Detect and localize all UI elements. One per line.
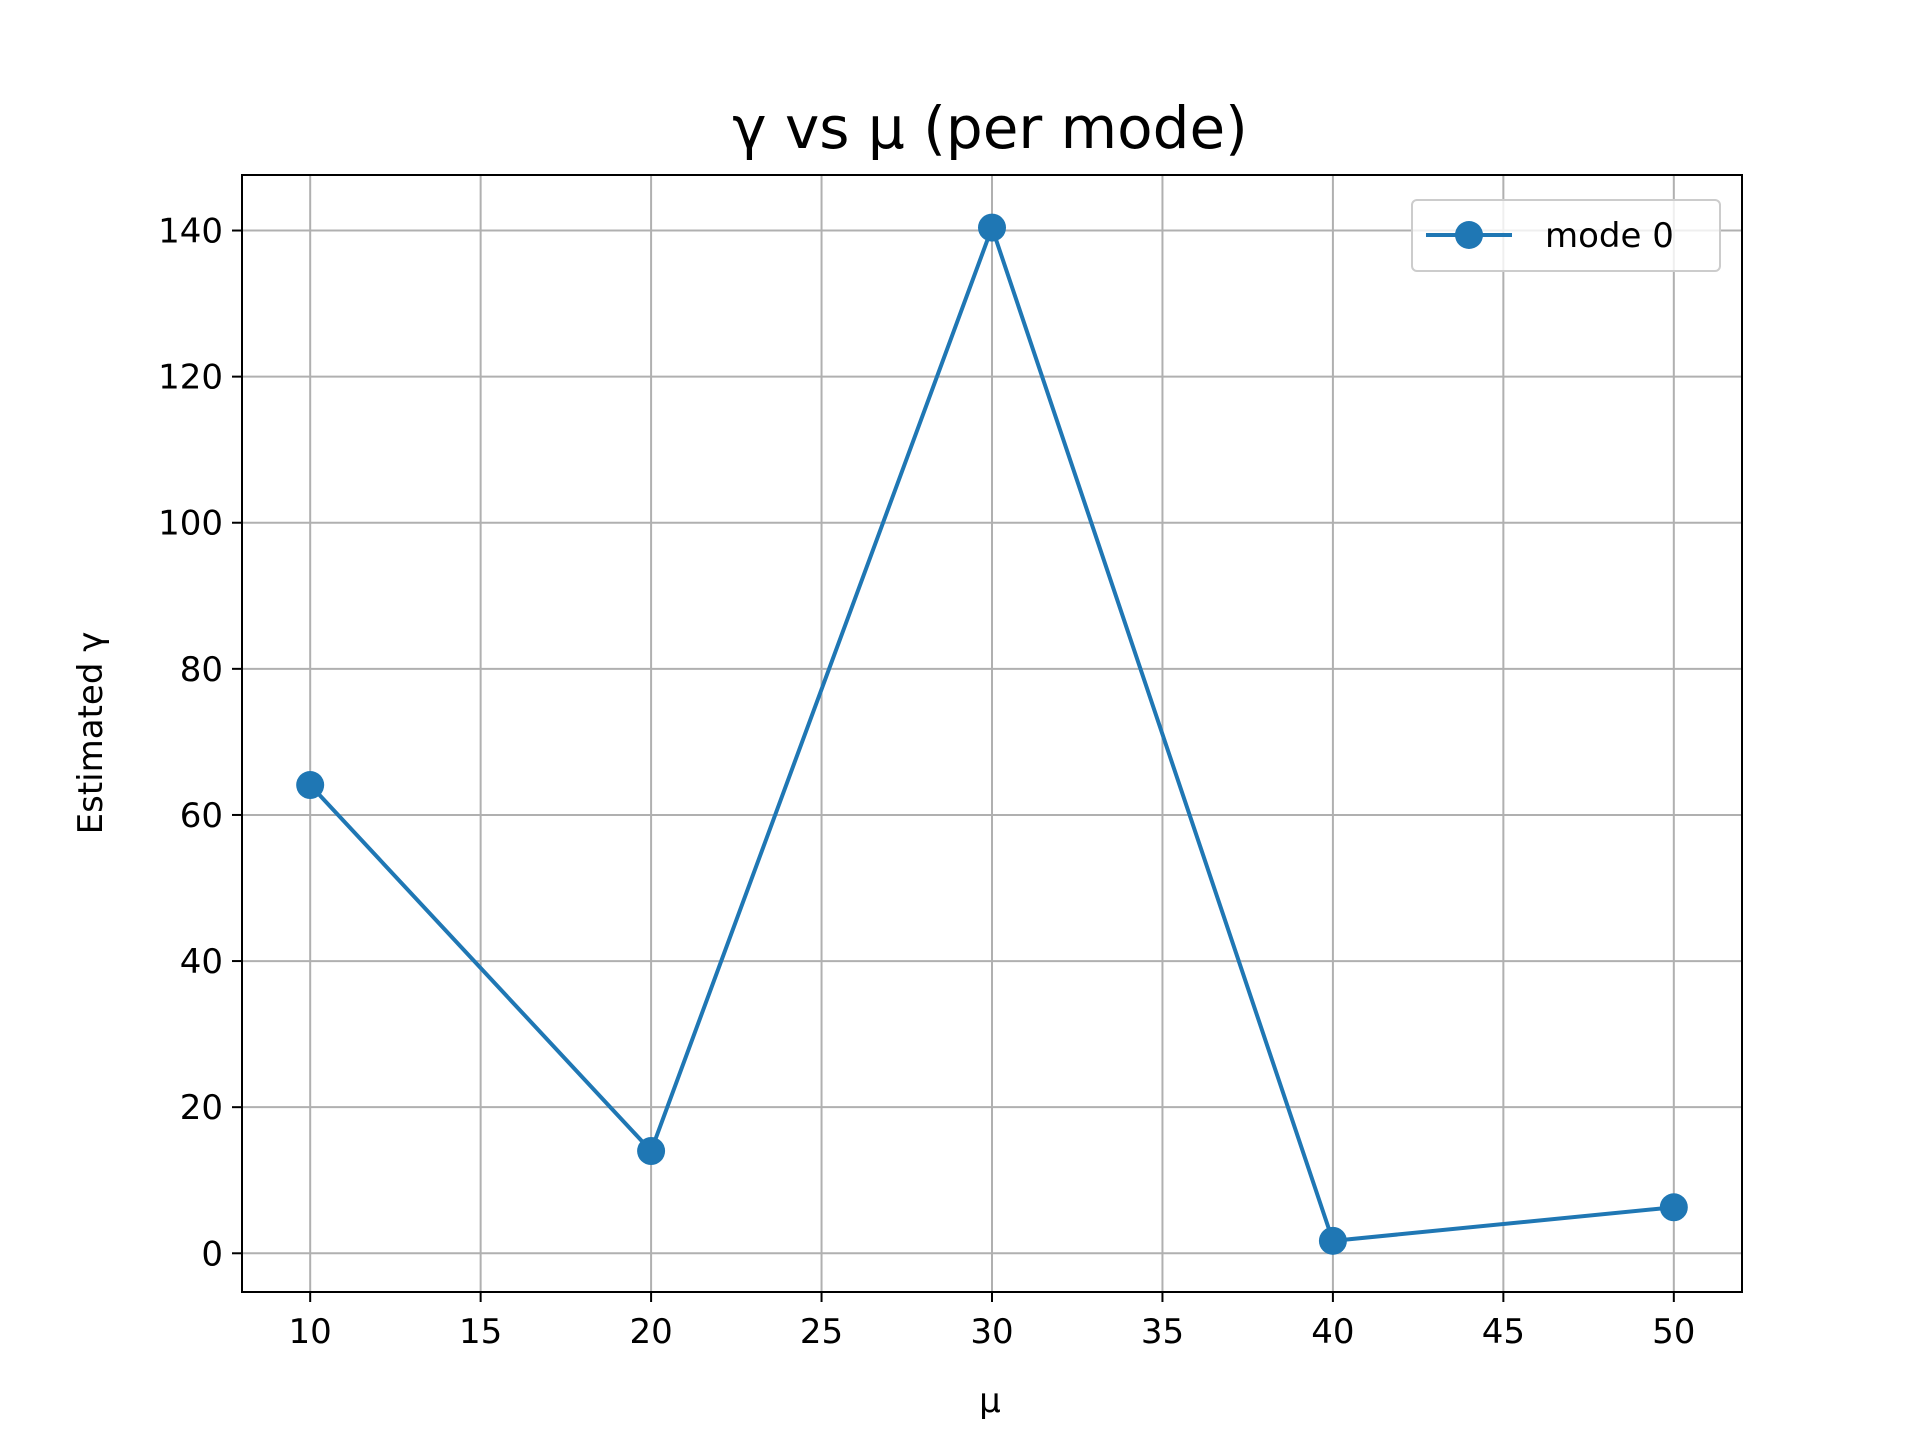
y-tick-label: 100 <box>158 504 223 544</box>
x-tick-label: 40 <box>1311 1312 1354 1352</box>
y-tick-label: 120 <box>158 358 223 398</box>
data-point <box>637 1137 666 1166</box>
grid <box>242 175 1742 1292</box>
y-tick-label: 0 <box>201 1234 223 1274</box>
legend: mode 0 <box>1411 199 1721 272</box>
data-point <box>1318 1226 1347 1255</box>
series-layer <box>296 213 1688 1255</box>
legend-marker-swatch <box>1455 221 1483 249</box>
y-axis-ticks: 0 20 40 60 80 100 120 140 <box>158 212 242 1274</box>
data-point <box>978 213 1006 242</box>
y-tick-label: 20 <box>180 1088 223 1128</box>
y-axis-label: Estimated γ <box>71 632 111 835</box>
legend-box <box>1411 199 1721 272</box>
legend-label-mode-0: mode 0 <box>1545 216 1674 256</box>
chart-title: γ vs μ (per mode) <box>732 94 1248 162</box>
x-axis-ticks: 10 15 20 25 30 35 40 45 50 <box>289 1292 1695 1352</box>
x-tick-label: 25 <box>800 1312 843 1352</box>
x-tick-label: 10 <box>289 1312 332 1352</box>
x-tick-label: 20 <box>629 1312 672 1352</box>
y-tick-label: 80 <box>180 650 223 690</box>
x-tick-label: 15 <box>459 1312 502 1352</box>
x-tick-label: 45 <box>1482 1312 1525 1352</box>
y-tick-label: 140 <box>158 212 223 252</box>
x-tick-label: 50 <box>1652 1312 1695 1352</box>
data-point <box>1659 1193 1688 1222</box>
data-point <box>296 771 325 800</box>
x-tick-label: 35 <box>1141 1312 1184 1352</box>
y-tick-label: 40 <box>180 942 223 982</box>
x-axis-label: μ <box>979 1381 1001 1421</box>
y-tick-label: 60 <box>180 796 223 836</box>
x-tick-label: 30 <box>970 1312 1013 1352</box>
